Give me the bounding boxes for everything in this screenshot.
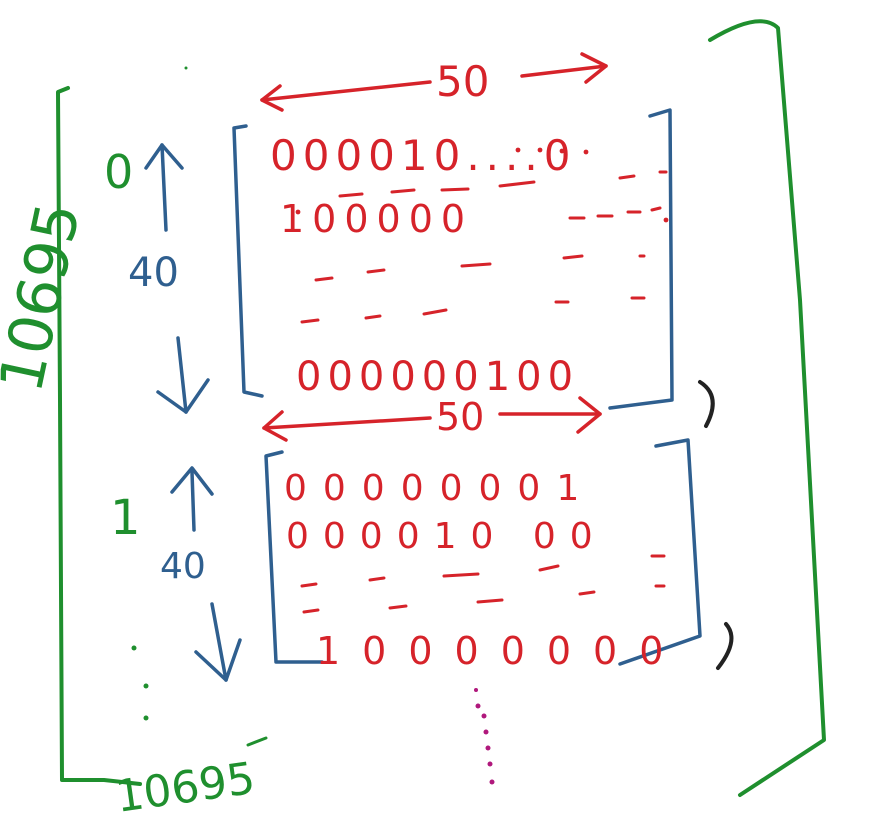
block2-height-label: 40	[160, 546, 206, 587]
block2-width-label: 50	[436, 395, 484, 439]
block1-continuation-dashes	[300, 170, 668, 324]
block2-continuation-dashes	[300, 554, 666, 614]
block1-index-label: 0	[104, 145, 133, 199]
block1-height-label: 40	[128, 250, 179, 296]
block2-bracket-left	[264, 450, 324, 664]
block1-close-mark	[698, 380, 715, 428]
block1-row: 100000	[280, 197, 473, 241]
bit-continuation-dots	[474, 688, 495, 785]
block2-width-arrow	[262, 396, 602, 442]
block2-row: 00000001	[284, 468, 595, 509]
block2-row: 10000000	[316, 629, 685, 673]
block1-row: 000000100	[296, 354, 579, 400]
stray-dot	[184, 66, 188, 70]
block2-close-mark	[716, 622, 734, 670]
outer-bracket-right	[708, 19, 826, 797]
outer-continuation-dots	[131, 645, 149, 721]
block1-row: 000010....0	[270, 131, 576, 180]
block1-width-label: 50	[436, 57, 489, 106]
block1-bracket-right	[608, 108, 674, 410]
block2-index-label: 1	[110, 490, 141, 546]
block1-width-arrow	[260, 52, 608, 112]
block2-row: 000010 00	[286, 516, 607, 557]
bottom-tick-mark	[246, 736, 268, 747]
outer-bracket-left	[56, 86, 142, 786]
block1-bracket-left	[232, 124, 264, 398]
outer-bottom-label: 10695	[112, 753, 258, 823]
outer-side-label: 10695	[0, 197, 94, 398]
block2-bracket-right	[618, 438, 702, 666]
block1-height-arrow	[144, 143, 210, 414]
block2-height-arrow	[170, 466, 242, 682]
block1-dots	[295, 147, 669, 223]
